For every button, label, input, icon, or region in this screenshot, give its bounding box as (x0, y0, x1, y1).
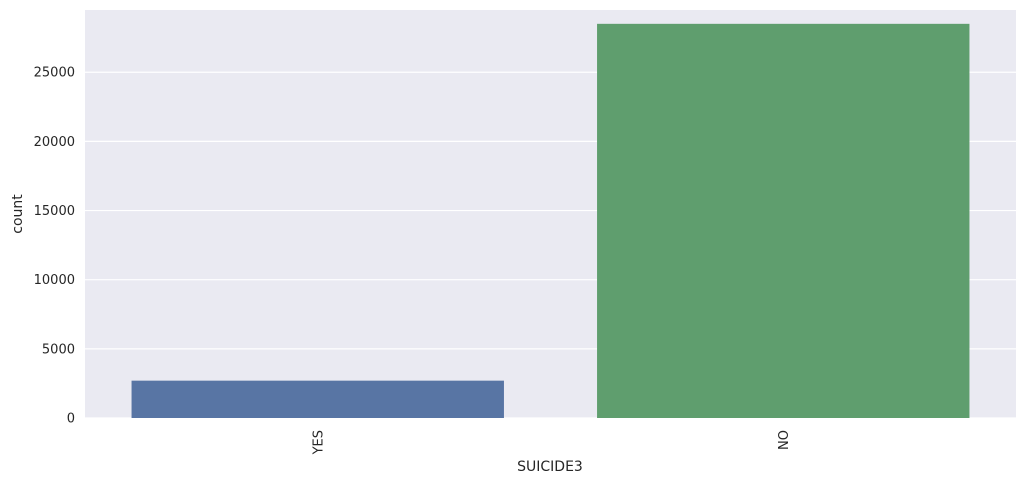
x-axis-ticks: YES NO (311, 430, 792, 455)
y-tick-label: 25000 (34, 66, 75, 81)
x-tick-label: NO (777, 430, 792, 450)
bar-no (597, 23, 970, 419)
x-axis-label: SUICIDE3 (517, 459, 583, 475)
y-axis-ticks: 0 5000 10000 15000 20000 25000 (34, 66, 75, 427)
bar-yes (131, 380, 504, 418)
y-tick-label: 20000 (34, 135, 75, 150)
y-tick-label: 5000 (42, 342, 75, 357)
y-tick-label: 0 (67, 412, 75, 427)
y-axis-label: count (10, 194, 26, 234)
y-tick-label: 15000 (34, 204, 75, 219)
bars (131, 23, 970, 419)
y-tick-label: 10000 (34, 273, 75, 288)
x-tick-label: YES (311, 430, 326, 455)
